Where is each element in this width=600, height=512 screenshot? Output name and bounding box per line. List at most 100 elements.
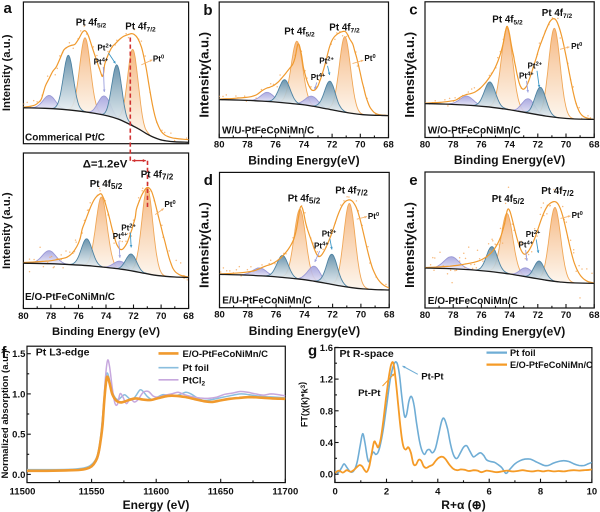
svg-text:74: 74: [504, 140, 515, 151]
svg-text:80: 80: [214, 310, 225, 321]
svg-text:Pt0: Pt0: [364, 54, 375, 63]
svg-text:Pt4+: Pt4+: [519, 240, 534, 249]
svg-text:70: 70: [561, 140, 572, 151]
svg-text:68: 68: [383, 140, 394, 151]
svg-text:Pt 4f5/2: Pt 4f5/2: [492, 194, 525, 206]
svg-text:Pt4+: Pt4+: [113, 232, 128, 241]
svg-text:78: 78: [46, 311, 57, 322]
svg-text:Pt4+: Pt4+: [311, 73, 326, 82]
svg-text:1.5: 1.5: [12, 349, 26, 360]
svg-text:e: e: [409, 172, 417, 189]
svg-text:74: 74: [299, 140, 310, 151]
svg-text:g: g: [308, 343, 317, 360]
svg-text:76: 76: [73, 311, 84, 322]
svg-text:Pt 4f7/2: Pt 4f7/2: [329, 22, 360, 34]
svg-text:E/U-PtFeCoNiMn/C: E/U-PtFeCoNiMn/C: [222, 296, 311, 307]
svg-text:80: 80: [420, 140, 431, 151]
svg-text:68: 68: [183, 311, 194, 322]
svg-text:W/O-PtFeCoNiMn/C: W/O-PtFeCoNiMn/C: [428, 125, 521, 136]
svg-text:1.6: 1.6: [320, 343, 333, 354]
svg-text:70: 70: [356, 310, 367, 321]
svg-text:Pt2+: Pt2+: [319, 57, 334, 66]
svg-text:70: 70: [156, 311, 167, 322]
svg-text:11700: 11700: [272, 487, 298, 498]
svg-text:Pt2+: Pt2+: [322, 229, 337, 238]
svg-text:Pt 4f5/2: Pt 4f5/2: [90, 179, 123, 191]
svg-text:Pt 4f7/2: Pt 4f7/2: [542, 8, 573, 20]
svg-text:Pt4+: Pt4+: [94, 58, 109, 67]
svg-text:Commerical Pt/C: Commerical Pt/C: [25, 133, 105, 144]
svg-text:Intensity(a.u.): Intensity(a.u.): [197, 202, 212, 288]
svg-text:72: 72: [128, 311, 139, 322]
svg-text:2: 2: [384, 486, 389, 497]
svg-text:Pt0: Pt0: [164, 200, 175, 209]
svg-text:PtCl2: PtCl2: [183, 375, 206, 387]
svg-text:Binding Energy(eV): Binding Energy(eV): [454, 324, 565, 338]
svg-text:0.4: 0.4: [320, 438, 334, 449]
svg-text:Pt 4f7/2: Pt 4f7/2: [541, 186, 574, 198]
svg-text:Pt 4f7/2: Pt 4f7/2: [125, 21, 156, 33]
svg-text:c: c: [409, 2, 417, 19]
svg-text:E/O-PtFeCoNiMn/C: E/O-PtFeCoNiMn/C: [428, 296, 518, 307]
svg-text:Normalized absorption (a.u.): Normalized absorption (a.u.): [0, 350, 11, 478]
svg-text:80: 80: [18, 311, 29, 322]
svg-text:Intensity(a.u.): Intensity(a.u.): [402, 32, 417, 118]
svg-text:Pt4+: Pt4+: [314, 241, 329, 250]
svg-text:0: 0: [332, 486, 337, 497]
svg-text:Pt-Pt: Pt-Pt: [358, 388, 381, 399]
svg-text:Pt0: Pt0: [571, 42, 582, 51]
svg-text:Binding Energy (eV): Binding Energy (eV): [52, 326, 160, 338]
svg-text:74: 74: [101, 311, 112, 322]
svg-text:70: 70: [355, 140, 366, 151]
svg-text:Pt 4f5/2: Pt 4f5/2: [284, 26, 315, 38]
svg-text:78: 78: [448, 140, 459, 151]
svg-text:Pt2+: Pt2+: [121, 224, 136, 233]
svg-text:0.0: 0.0: [12, 470, 25, 481]
svg-text:76: 76: [476, 310, 487, 321]
svg-text:80: 80: [420, 310, 431, 321]
svg-text:Binding Energy(eV): Binding Energy(eV): [249, 324, 360, 338]
svg-text:Δ=1.2eV: Δ=1.2eV: [83, 158, 128, 170]
svg-text:0.0: 0.0: [320, 470, 333, 481]
svg-text:f: f: [2, 344, 8, 361]
svg-text:76: 76: [271, 310, 282, 321]
svg-text:11500: 11500: [10, 487, 36, 498]
svg-text:10: 10: [587, 486, 598, 497]
svg-text:E/O-PtFeCoNiMn/C: E/O-PtFeCoNiMn/C: [183, 349, 269, 360]
svg-text:74: 74: [299, 310, 310, 321]
svg-text:Pt0: Pt0: [572, 211, 583, 220]
svg-text:Pt0: Pt0: [368, 212, 379, 221]
svg-text:Pt0: Pt0: [153, 55, 164, 64]
svg-text:78: 78: [448, 310, 459, 321]
svg-text:Intensity (a.u.): Intensity (a.u.): [1, 192, 13, 269]
svg-text:b: b: [203, 2, 212, 19]
svg-text:11600: 11600: [143, 487, 169, 498]
svg-text:68: 68: [589, 140, 600, 151]
svg-text:Intensity(a.u.): Intensity(a.u.): [196, 32, 211, 118]
svg-text:E/O-PtFeCoNiMn/C: E/O-PtFeCoNiMn/C: [510, 360, 593, 370]
svg-text:4: 4: [435, 486, 441, 497]
svg-text:W/U-PtFeCoNiMn/C: W/U-PtFeCoNiMn/C: [222, 126, 314, 137]
svg-text:Pt2+: Pt2+: [528, 61, 543, 70]
svg-text:Binding Energy(eV): Binding Energy(eV): [454, 153, 565, 167]
svg-text:78: 78: [242, 140, 253, 151]
svg-text:Energy (eV): Energy (eV): [123, 498, 190, 512]
svg-text:Pt 4f7/2: Pt 4f7/2: [141, 170, 174, 182]
svg-text:Pt R-space: Pt R-space: [340, 348, 394, 360]
svg-text:Pt 4f5/2: Pt 4f5/2: [76, 18, 107, 30]
svg-text:0.8: 0.8: [320, 406, 333, 417]
svg-text:8: 8: [538, 486, 543, 497]
svg-text:Pt 4f5/2: Pt 4f5/2: [492, 14, 523, 26]
svg-text:Pt 4f5/2: Pt 4f5/2: [288, 193, 321, 205]
svg-text:E/O-PtFeCoNiMn/C: E/O-PtFeCoNiMn/C: [25, 292, 115, 303]
svg-text:74: 74: [504, 310, 515, 321]
svg-text:1.2: 1.2: [320, 375, 333, 386]
svg-text:76: 76: [270, 140, 281, 151]
svg-text:Binding Energy(eV): Binding Energy(eV): [248, 153, 359, 167]
svg-text:a: a: [4, 0, 13, 17]
svg-text:68: 68: [589, 310, 600, 321]
svg-text:Pt 4f7/2: Pt 4f7/2: [335, 186, 368, 198]
svg-text:72: 72: [327, 140, 338, 151]
svg-text:11650: 11650: [208, 487, 234, 498]
svg-text:80: 80: [214, 140, 225, 151]
